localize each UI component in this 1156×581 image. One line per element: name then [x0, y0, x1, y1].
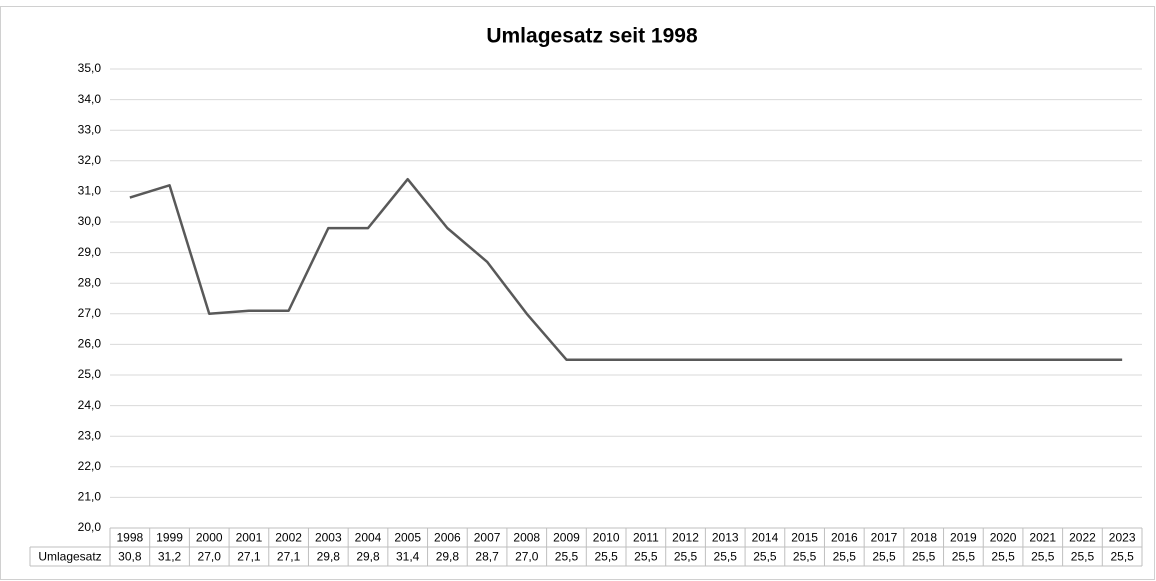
data-label: 25,5 — [674, 550, 698, 564]
x-tick-label: 2020 — [990, 531, 1017, 545]
data-label: 25,5 — [912, 550, 936, 564]
y-tick-label: 29,0 — [78, 245, 102, 259]
y-tick-label: 24,0 — [78, 398, 102, 412]
x-tick-label: 2007 — [474, 531, 501, 545]
x-tick-label: 2009 — [553, 531, 580, 545]
data-label: 27,0 — [198, 550, 222, 564]
data-label: 25,5 — [1110, 550, 1134, 564]
x-tick-label: 2004 — [355, 531, 382, 545]
x-tick-label: 2018 — [910, 531, 937, 545]
x-tick-label: 2019 — [950, 531, 977, 545]
x-tick-label: 2022 — [1069, 531, 1096, 545]
x-tick-label: 2023 — [1109, 531, 1136, 545]
y-tick-label: 23,0 — [78, 428, 102, 442]
x-tick-label: 1999 — [156, 531, 183, 545]
data-label: 27,0 — [515, 550, 539, 564]
data-label: 25,5 — [594, 550, 618, 564]
x-tick-label: 2000 — [196, 531, 223, 545]
x-tick-label: 2021 — [1029, 531, 1056, 545]
x-tick-label: 2013 — [712, 531, 739, 545]
y-tick-label: 30,0 — [78, 214, 102, 228]
data-label: 27,1 — [237, 550, 261, 564]
data-label: 25,5 — [833, 550, 857, 564]
data-label: 25,5 — [1071, 550, 1095, 564]
data-label: 25,5 — [753, 550, 777, 564]
line-series — [129, 177, 1123, 361]
data-label: 30,8 — [118, 550, 142, 564]
y-tick-label: 22,0 — [78, 459, 102, 473]
data-label: 31,2 — [158, 550, 182, 564]
chart-frame — [0, 6, 1155, 580]
x-tick-label: 2002 — [275, 531, 302, 545]
x-tick-label: 2012 — [672, 531, 699, 545]
data-label: 25,5 — [555, 550, 579, 564]
legend-entry: Umlagesatz — [38, 550, 101, 564]
data-label: 25,5 — [991, 550, 1015, 564]
y-tick-label: 34,0 — [78, 92, 102, 106]
x-tick-label: 2003 — [315, 531, 342, 545]
data-label: 25,5 — [1031, 550, 1055, 564]
y-tick-label: 28,0 — [78, 275, 102, 289]
data-label: 25,5 — [714, 550, 738, 564]
data-label: 25,5 — [952, 550, 976, 564]
y-tick-label: 27,0 — [78, 306, 102, 320]
data-label: 25,5 — [872, 550, 896, 564]
y-tick-label: 32,0 — [78, 153, 102, 167]
data-label: 25,5 — [634, 550, 658, 564]
y-tick-label: 26,0 — [78, 337, 102, 351]
x-tick-label: 2001 — [236, 531, 263, 545]
data-label: 28,7 — [475, 550, 499, 564]
data-label: 25,5 — [793, 550, 817, 564]
data-label: 27,1 — [277, 550, 301, 564]
x-tick-label: 2016 — [831, 531, 858, 545]
x-tick-label: 2011 — [633, 531, 659, 545]
x-tick-label: 2008 — [513, 531, 540, 545]
data-label: 29,8 — [436, 550, 460, 564]
y-tick-label: 31,0 — [78, 184, 102, 198]
x-tick-label: 2006 — [434, 531, 461, 545]
y-tick-label: 33,0 — [78, 122, 102, 136]
x-tick-label: 2014 — [752, 531, 779, 545]
x-tick-label: 2005 — [394, 531, 421, 545]
x-tick-label: 2017 — [871, 531, 898, 545]
x-tick-label: 1998 — [116, 531, 143, 545]
data-label: 29,8 — [356, 550, 380, 564]
y-tick-label: 35,0 — [78, 61, 102, 75]
x-tick-label: 2010 — [593, 531, 620, 545]
chart-title: Umlagesatz seit 1998 — [486, 25, 698, 48]
y-tick-label: 20,0 — [78, 520, 102, 534]
x-tick-label: 2015 — [791, 531, 818, 545]
data-label: 31,4 — [396, 550, 420, 564]
data-label: 29,8 — [317, 550, 341, 564]
y-tick-label: 25,0 — [78, 367, 102, 381]
y-tick-label: 21,0 — [78, 490, 102, 504]
